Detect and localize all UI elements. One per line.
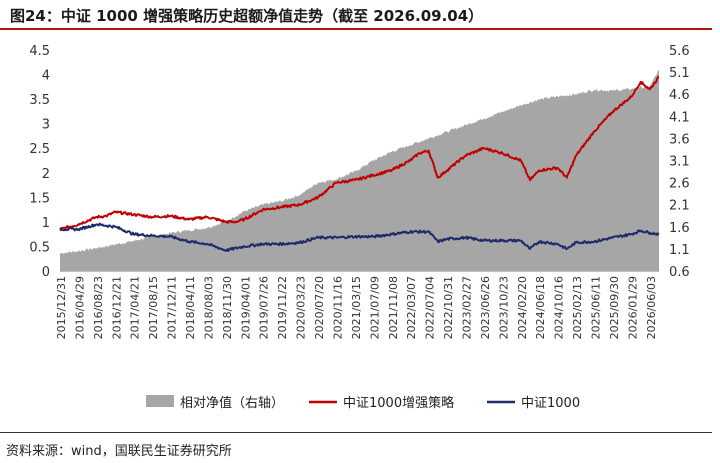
y-right-tick-label: 4.6 xyxy=(669,88,690,103)
chart: 0 0.5 1 1.5 2 2.5 3 3.5 4 4.5 0.6 1.1 1.6 2.1 2.6 3.1 3… xyxy=(29,44,690,411)
x-tick-label: 2023/10/23 xyxy=(497,276,510,339)
x-tick-label: 2020/03/23 xyxy=(295,276,308,339)
y-right-tick-label: 1.6 xyxy=(669,221,690,236)
x-tick-label: 2019/07/26 xyxy=(258,276,271,339)
y-left-tick-label: 4.5 xyxy=(29,44,50,59)
line-layer xyxy=(59,76,660,252)
x-tick-label: 2021/03/15 xyxy=(350,276,363,339)
y-right-tick-label: 1.1 xyxy=(669,243,690,258)
legend-label: 中证1000增强策略 xyxy=(343,395,454,411)
legend-swatch-relative-nav xyxy=(146,395,174,407)
x-tick-label: 2019/11/22 xyxy=(276,276,289,339)
y-left-tick-label: 2.5 xyxy=(29,142,50,157)
legend-label: 中证1000 xyxy=(521,396,580,411)
x-tick-label: 2021/11/08 xyxy=(387,276,400,339)
footer-rule xyxy=(0,432,712,433)
y-left-tick-label: 3.5 xyxy=(29,93,50,108)
x-axis: 2015/12/31 2016/04/29 2016/08/23 2016/12/21… xyxy=(55,271,659,339)
x-tick-label: 2016/04/29 xyxy=(73,276,86,339)
x-tick-label: 2026/01/29 xyxy=(626,276,639,339)
x-tick-label: 2016/12/21 xyxy=(110,276,123,339)
x-tick-label: 2025/02/13 xyxy=(571,276,584,339)
y-left-tick-label: 0 xyxy=(42,265,50,280)
x-tick-label: 2018/04/11 xyxy=(184,276,197,339)
x-tick-label: 2019/04/01 xyxy=(239,276,252,339)
x-tick-label: 2017/12/11 xyxy=(166,276,179,339)
x-tick-label: 2020/11/16 xyxy=(331,276,344,339)
y-right-tick-label: 3.6 xyxy=(669,132,690,147)
x-tick-label: 2022/07/04 xyxy=(424,276,437,339)
legend: 相对净值（右轴） 中证1000增强策略 中证1000 xyxy=(146,395,580,411)
x-tick-label: 2015/12/31 xyxy=(55,276,68,339)
y-left-tick-label: 3 xyxy=(42,118,50,133)
y-right-tick-label: 3.1 xyxy=(669,155,690,170)
x-tick-label: 2025/09/30 xyxy=(608,276,621,339)
y-left-tick-label: 4 xyxy=(42,69,50,84)
source-note: 资料来源：wind，国联民生证券研究所 xyxy=(6,444,232,459)
x-tick-label: 2024/10/16 xyxy=(553,276,566,339)
y-axis-right: 0.6 1.1 1.6 2.1 2.6 3.1 3.6 4.1 4.6 5.1 5.6 xyxy=(669,44,690,280)
title-rule xyxy=(0,28,712,30)
x-tick-label: 2026/06/03 xyxy=(645,276,658,339)
x-tick-label: 2023/06/26 xyxy=(479,276,492,339)
x-tick-label: 2017/04/21 xyxy=(129,276,142,339)
series-line-enhanced-strategy xyxy=(59,76,660,231)
y-left-tick-label: 1 xyxy=(42,216,50,231)
series-area-relative-nav xyxy=(60,69,659,272)
y-right-tick-label: 5.6 xyxy=(669,44,690,59)
x-tick-label: 2024/06/18 xyxy=(534,276,547,339)
y-right-tick-label: 0.6 xyxy=(669,265,690,280)
x-tick-label: 2024/02/20 xyxy=(516,276,529,339)
x-tick-label: 2018/11/30 xyxy=(221,276,234,339)
y-right-tick-label: 4.1 xyxy=(669,110,690,125)
y-right-tick-label: 2.1 xyxy=(669,199,690,214)
x-tick-label: 2023/02/27 xyxy=(460,276,473,339)
x-tick-label: 2025/06/11 xyxy=(589,276,602,339)
y-right-tick-label: 2.6 xyxy=(669,177,690,192)
x-tick-label: 2020/07/20 xyxy=(313,276,326,339)
x-tick-label: 2022/10/31 xyxy=(442,276,455,339)
x-tick-label: 2021/07/09 xyxy=(368,276,381,339)
area-layer xyxy=(60,69,659,272)
chart-title: 图24：中证 1000 增强策略历史超额净值走势（截至 2026.09.04） xyxy=(10,7,484,25)
x-tick-label: 2016/08/23 xyxy=(92,276,105,339)
x-tick-label: 2018/08/03 xyxy=(202,276,215,339)
y-left-tick-label: 2 xyxy=(42,167,50,182)
y-right-tick-label: 5.1 xyxy=(669,66,690,81)
y-axis-left: 0 0.5 1 1.5 2 2.5 3 3.5 4 4.5 xyxy=(29,44,50,280)
x-tick-label: 2022/03/07 xyxy=(405,276,418,339)
series-line-csi1000 xyxy=(59,222,660,252)
y-left-tick-label: 0.5 xyxy=(29,240,50,255)
legend-label: 相对净值（右轴） xyxy=(180,395,284,411)
y-left-tick-label: 1.5 xyxy=(29,191,50,206)
x-tick-label: 2017/08/15 xyxy=(147,276,160,339)
